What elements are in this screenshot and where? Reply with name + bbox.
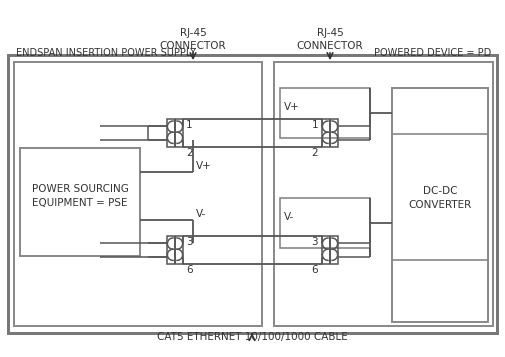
Bar (274, 62, 493, 326)
Text: 6: 6 (312, 265, 318, 275)
Text: 1: 1 (186, 120, 192, 130)
Text: 1: 1 (312, 120, 318, 130)
Bar (20, 148, 140, 256)
Text: CAT5 ETHERNET 10/100/1000 CABLE: CAT5 ETHERNET 10/100/1000 CABLE (157, 332, 347, 342)
Bar (280, 88, 370, 138)
Text: POWERED DEVICE = PD: POWERED DEVICE = PD (374, 48, 491, 58)
Bar (322, 119, 338, 147)
Bar (14, 62, 262, 326)
Bar (167, 119, 183, 147)
Text: RJ-45
CONNECTOR: RJ-45 CONNECTOR (160, 28, 226, 51)
Text: 3: 3 (186, 237, 192, 247)
Text: V+: V+ (284, 102, 300, 112)
Text: ENDSPAN INSERTION POWER SUPPLY: ENDSPAN INSERTION POWER SUPPLY (16, 48, 196, 58)
Text: POWER SOURCING
EQUIPMENT = PSE: POWER SOURCING EQUIPMENT = PSE (32, 184, 128, 208)
Text: 3: 3 (312, 237, 318, 247)
Text: 2: 2 (312, 148, 318, 158)
Bar (8, 55, 497, 333)
Text: V+: V+ (196, 161, 212, 171)
Text: 6: 6 (186, 265, 192, 275)
Text: 2: 2 (186, 148, 192, 158)
Text: V-: V- (284, 212, 294, 222)
Bar (392, 88, 488, 322)
Text: DC-DC
CONVERTER: DC-DC CONVERTER (409, 186, 472, 210)
Text: V-: V- (196, 209, 206, 219)
Bar (280, 198, 370, 248)
Text: RJ-45
CONNECTOR: RJ-45 CONNECTOR (297, 28, 363, 51)
Bar (8, 55, 497, 333)
Bar (167, 236, 183, 264)
Bar (322, 236, 338, 264)
